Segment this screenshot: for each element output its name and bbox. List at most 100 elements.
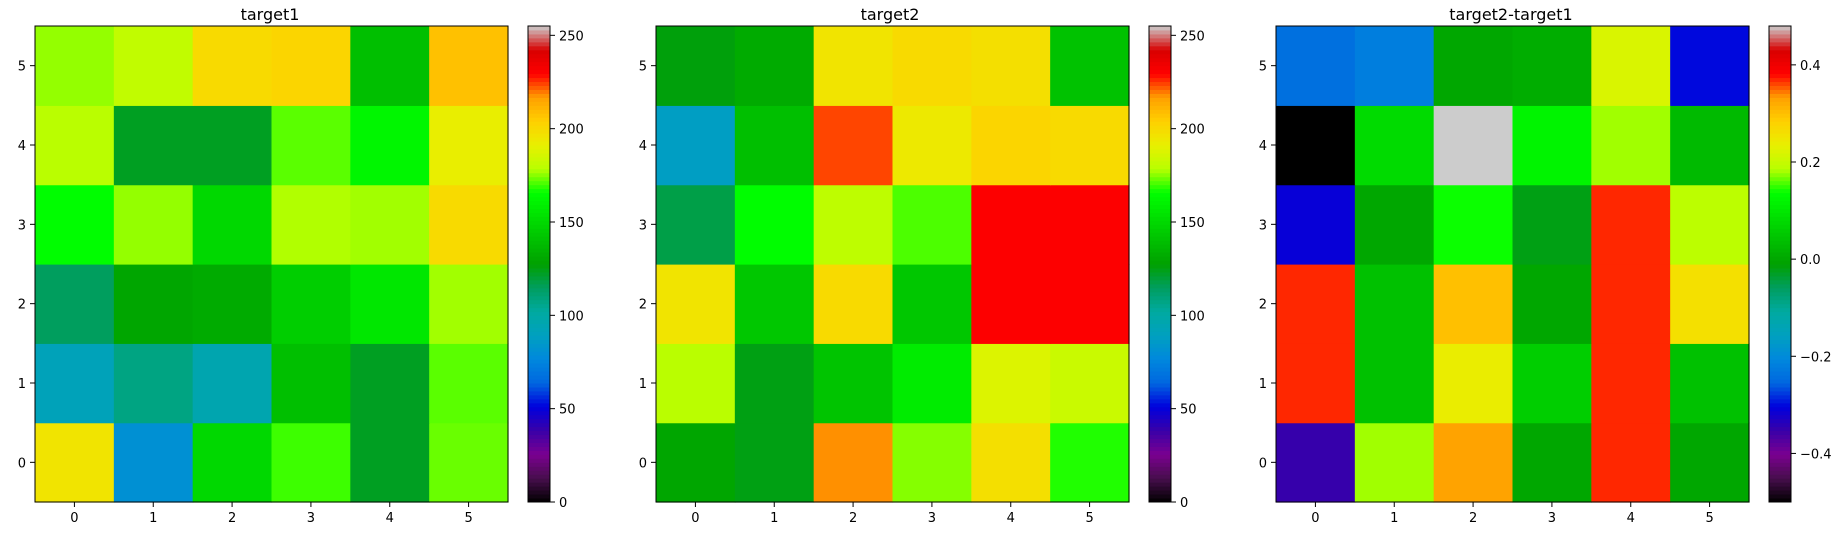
heatmap-cell <box>892 264 972 344</box>
colorbar-segment <box>1149 224 1171 229</box>
colorbar-segment <box>1149 81 1171 86</box>
colorbar-segment <box>1769 236 1791 241</box>
colorbar-segment <box>1769 343 1791 348</box>
colorbar-segment <box>1769 212 1791 217</box>
colorbar-segment <box>528 133 550 138</box>
colorbar-segment <box>1149 192 1171 198</box>
colorbar-segment <box>1149 77 1171 83</box>
colorbar-segment <box>1149 410 1171 416</box>
colorbar-segment <box>1769 438 1791 443</box>
colorbar-tick-label: −0.4 <box>1800 447 1832 462</box>
colorbar-segment <box>1149 204 1171 209</box>
colorbar-segment <box>528 299 550 305</box>
colorbar-segment <box>1769 335 1791 340</box>
colorbar-segment <box>1149 446 1171 451</box>
colorbar-segment <box>1769 156 1791 162</box>
heatmap-cell <box>271 264 351 344</box>
colorbar-segment <box>1769 81 1791 86</box>
colorbar-segment <box>1149 97 1171 102</box>
colorbar-segment <box>528 315 550 321</box>
colorbar-segment <box>528 33 550 39</box>
heatmap-cell <box>1512 184 1592 265</box>
colorbar-segment <box>1769 478 1791 483</box>
colorbar-segment <box>1769 37 1791 43</box>
y-tick-label: 3 <box>639 218 647 233</box>
colorbar-segment <box>1769 390 1791 396</box>
colorbar-segment <box>1769 402 1791 408</box>
colorbar-segment <box>528 402 550 408</box>
heatmap-cell <box>813 184 894 265</box>
heatmap-cell <box>656 343 736 424</box>
colorbar-segment <box>1769 65 1791 71</box>
colorbar-segment <box>528 375 550 380</box>
colorbar-segment <box>528 311 550 317</box>
colorbar-segment <box>1769 303 1791 309</box>
colorbar-segment <box>528 65 550 71</box>
colorbar-segment <box>1769 267 1791 273</box>
colorbar-segment <box>1149 450 1171 455</box>
colorbar-segment <box>528 295 550 301</box>
heatmap-cell <box>271 422 351 503</box>
colorbar-segment <box>528 414 550 420</box>
heatmap-cell <box>1354 343 1435 424</box>
colorbar-segment <box>528 482 550 487</box>
colorbar-tick-label: 0 <box>1180 496 1188 511</box>
colorbar-frame <box>527 25 551 503</box>
colorbar-segment <box>528 164 550 170</box>
colorbar-segment <box>528 57 550 63</box>
colorbar-segment <box>1769 252 1791 257</box>
colorbar-segment <box>1149 363 1171 368</box>
x-tick-label: 5 <box>1085 511 1093 526</box>
y-tick-label: 4 <box>639 139 647 154</box>
heatmap-cell <box>192 264 273 344</box>
heatmap-cell <box>971 105 1051 186</box>
colorbar-segment <box>528 367 550 372</box>
colorbar-segment <box>1769 232 1791 237</box>
colorbar-segment <box>1149 319 1171 324</box>
colorbar-segment <box>1149 430 1171 436</box>
heatmap-cell <box>1512 264 1592 344</box>
colorbar-segment <box>1149 180 1171 186</box>
heatmap-cell <box>1276 264 1356 344</box>
colorbar-segment <box>1149 105 1171 110</box>
colorbar-segment <box>528 466 550 471</box>
heatmap-cell <box>971 264 1051 344</box>
colorbar-segment <box>1149 53 1171 59</box>
y-tick-label: 2 <box>18 298 26 313</box>
heatmap-cell <box>1276 26 1356 106</box>
heatmap-cell <box>1433 26 1514 106</box>
colorbar-segment <box>1149 426 1171 432</box>
heatmap-cell <box>734 264 815 344</box>
heatmap-cell <box>1670 343 1750 424</box>
heatmap-cell <box>1591 264 1671 344</box>
colorbar-segment <box>528 426 550 432</box>
heatmap-cell <box>350 184 430 265</box>
colorbar-segment <box>1769 121 1791 126</box>
colorbar-segment <box>1149 232 1171 237</box>
colorbar-segment <box>1149 89 1171 94</box>
colorbar-segment <box>528 37 550 43</box>
heatmap-cell <box>656 105 736 186</box>
y-tick-label: 5 <box>18 60 26 75</box>
colorbar-segment <box>1769 152 1791 158</box>
colorbar-segment <box>528 77 550 83</box>
colorbar-segment <box>1149 45 1171 51</box>
colorbar-tick-label: 200 <box>1180 123 1205 138</box>
colorbar-segment <box>528 494 550 499</box>
colorbar-segment <box>528 379 550 384</box>
colorbar-segment <box>528 156 550 162</box>
y-tick-label: 0 <box>639 456 647 471</box>
y-tick-label: 4 <box>18 139 26 154</box>
colorbar-segment <box>1149 37 1171 43</box>
colorbar-segment <box>1769 264 1791 269</box>
heatmap-cell <box>1670 264 1750 344</box>
colorbar-segment <box>1769 129 1791 134</box>
colorbar-segment <box>528 438 550 443</box>
heatmap-cell <box>1512 422 1592 503</box>
heatmap-cell <box>971 26 1051 106</box>
heatmap-cell <box>1050 184 1130 265</box>
colorbar-segment <box>1769 287 1791 293</box>
colorbar-segment <box>1149 117 1171 122</box>
colorbar-segment <box>1769 33 1791 39</box>
colorbar-segment <box>1149 109 1171 114</box>
